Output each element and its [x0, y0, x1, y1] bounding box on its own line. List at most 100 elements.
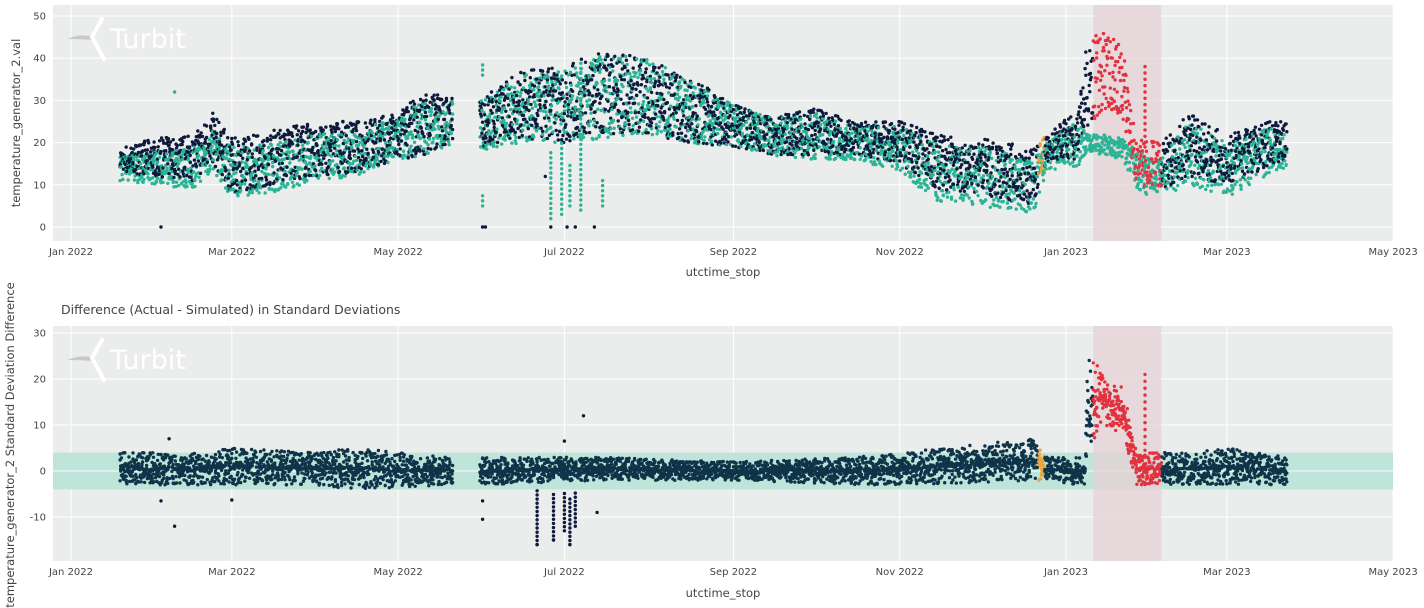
actual-point — [432, 93, 436, 97]
simulated-point — [269, 143, 274, 147]
actual-point — [712, 110, 716, 114]
actual-point — [968, 165, 972, 169]
actual-point — [882, 135, 886, 140]
actual-point — [694, 129, 699, 134]
simulated-point — [634, 71, 638, 75]
simulated-point — [716, 131, 720, 136]
simulated-point — [277, 158, 282, 162]
simulated-point — [674, 125, 678, 129]
actual-point — [258, 150, 262, 155]
actual-point — [227, 172, 231, 176]
simulated-point — [293, 138, 297, 142]
simulated-point — [831, 139, 836, 144]
actual-point — [480, 120, 485, 124]
actual-point — [187, 145, 192, 149]
simulated-point — [598, 70, 602, 75]
simulated-point — [976, 193, 980, 198]
simulated-point — [493, 115, 497, 119]
actual-point — [233, 136, 237, 140]
actual-point — [923, 130, 927, 134]
actual-point — [564, 81, 568, 85]
simulated-point — [988, 205, 992, 209]
simulated-point — [411, 135, 415, 140]
actual-point — [442, 117, 447, 122]
actual-point — [795, 136, 799, 141]
actual-point — [606, 99, 610, 104]
simulated-point — [926, 186, 930, 190]
actual-point — [172, 175, 176, 180]
simulated-point — [618, 57, 622, 62]
actual-point — [547, 93, 552, 97]
actual-point — [247, 149, 252, 153]
actual-point — [871, 151, 875, 155]
actual-point — [194, 164, 199, 168]
actual-point — [434, 111, 438, 115]
simulated-point — [288, 161, 292, 165]
actual-point — [250, 152, 254, 156]
actual-point — [587, 91, 592, 95]
simulated-point — [756, 126, 760, 131]
actual-point — [579, 57, 584, 61]
actual-point — [240, 179, 244, 183]
actual-point — [418, 108, 422, 112]
actual-point — [942, 135, 946, 139]
actual-point — [435, 142, 439, 146]
actual-point — [421, 99, 425, 103]
actual-point — [598, 101, 602, 105]
actual-point — [989, 171, 993, 175]
actual-point — [726, 140, 730, 144]
actual-point — [222, 131, 226, 135]
actual-point — [251, 184, 255, 188]
actual-point — [413, 128, 417, 133]
actual-point — [211, 111, 215, 116]
actual-point — [245, 157, 250, 162]
actual-point — [742, 110, 746, 114]
actual-point — [692, 133, 697, 137]
actual-point — [633, 111, 637, 115]
simulated-point — [829, 152, 833, 157]
actual-point — [955, 167, 959, 171]
simulated-point — [184, 180, 188, 185]
actual-point — [326, 172, 330, 177]
actual-point — [735, 113, 740, 117]
simulated-point — [291, 149, 295, 154]
actual-point — [504, 109, 508, 113]
actual-point — [170, 148, 175, 152]
actual-point — [612, 88, 616, 93]
simulated-point — [589, 111, 593, 116]
simulated-point — [716, 105, 721, 110]
actual-point — [750, 130, 755, 135]
actual-point — [607, 85, 612, 89]
actual-point — [694, 104, 698, 108]
actual-point — [916, 166, 920, 170]
actual-point — [166, 162, 170, 166]
simulated-point — [355, 168, 359, 172]
simulated-point — [896, 165, 900, 169]
actual-point — [930, 131, 935, 136]
simulated-point — [783, 132, 787, 136]
simulated-point — [759, 135, 763, 139]
simulated-point — [208, 164, 212, 168]
actual-point — [662, 97, 666, 102]
actual-point — [938, 145, 942, 149]
actual-point — [683, 80, 687, 85]
actual-point — [434, 145, 438, 149]
actual-point — [797, 129, 801, 133]
y-tick-label: 40 — [33, 54, 46, 65]
simulated-point — [211, 158, 216, 162]
simulated-point — [593, 69, 597, 74]
actual-point — [682, 114, 686, 118]
actual-point — [765, 132, 769, 136]
simulated-point — [547, 84, 551, 88]
simulated-point — [668, 127, 672, 131]
simulated-point — [210, 144, 214, 149]
actual-point — [743, 107, 747, 111]
simulated-point — [427, 137, 432, 141]
actual-point — [637, 125, 642, 129]
simulated-point — [576, 84, 580, 88]
actual-point — [304, 130, 308, 135]
simulated-point — [450, 102, 455, 106]
simulated-point — [977, 173, 981, 177]
data-points — [118, 31, 1289, 229]
simulated-point — [160, 172, 164, 177]
